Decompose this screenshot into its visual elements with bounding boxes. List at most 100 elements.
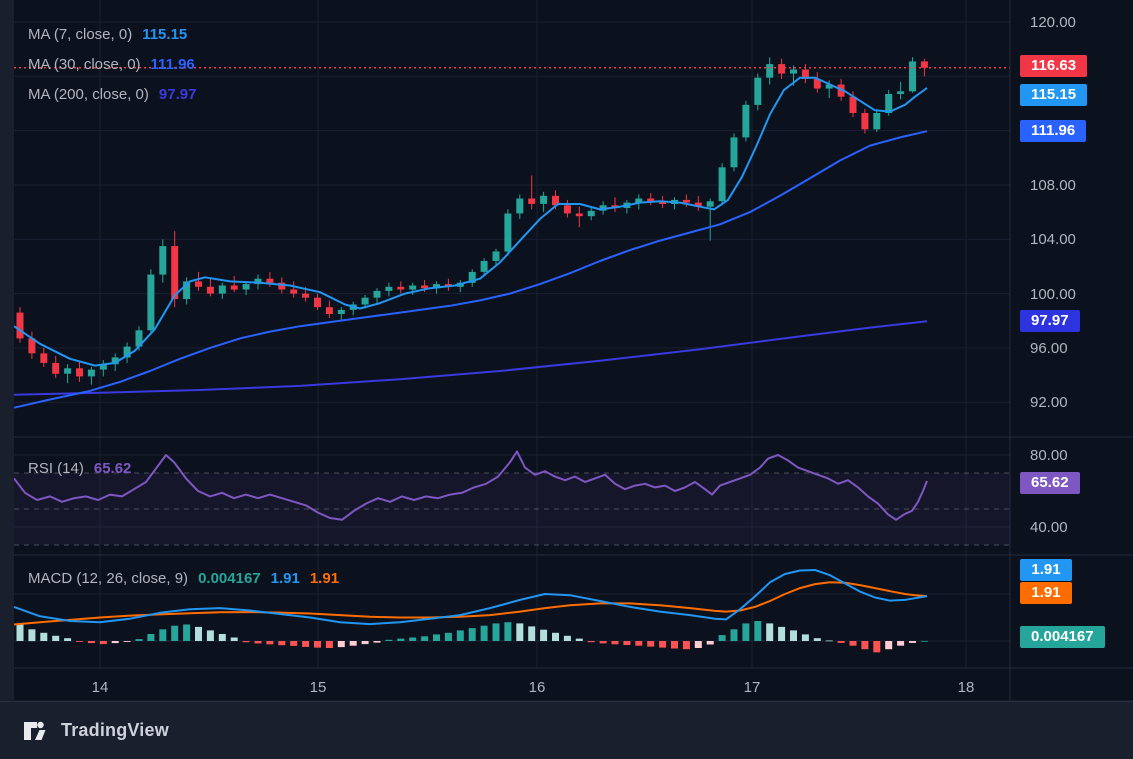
candle-body-up (706, 201, 714, 207)
candle-body-down (76, 368, 83, 377)
time-axis-label[interactable]: 15 (310, 679, 327, 696)
watermark-text[interactable]: TradingView (61, 720, 169, 740)
macd-histogram-bar (837, 641, 845, 643)
macd-histogram-bar (718, 635, 726, 641)
candle-body-up (361, 297, 369, 305)
candle-body-up (147, 274, 155, 331)
ma30-value: 111.96 (150, 56, 195, 73)
candle-body-down (314, 297, 321, 308)
candle-body-down (694, 202, 702, 207)
macd-histogram-bar (337, 641, 345, 648)
candle-body-down (206, 286, 214, 294)
chart-canvas[interactable]: 120.00 108.00 104.00 100.00 96.00 92.00 80.00 4… (0, 0, 1133, 700)
candle-body-down (659, 201, 667, 204)
candle-body-up (123, 346, 131, 358)
macd-histogram-bar (563, 635, 571, 641)
price-axis-tick-label[interactable]: 100.00 (1030, 286, 1076, 303)
time-axis-label[interactable]: 16 (529, 679, 546, 696)
ma200-line (13, 320, 928, 396)
macd-histogram-bar (397, 638, 405, 641)
candle-body-up (754, 77, 762, 105)
macd-histogram-bar (421, 636, 429, 641)
candle-body-up (409, 285, 417, 290)
rsi-line (13, 450, 928, 521)
candle-body-up (766, 64, 774, 78)
candle-body-down (302, 293, 310, 298)
price-axis-tick-label[interactable]: 120.00 (1030, 14, 1076, 31)
time-axis-label[interactable]: 18 (958, 679, 975, 696)
candle-body-up (516, 198, 524, 214)
ma7-legend-row[interactable]: MA (7, close, 0) 115.15 (28, 24, 196, 45)
macd-histogram-bar (385, 639, 393, 641)
logo-dot-glyph (37, 721, 44, 728)
candle-body-up (159, 246, 167, 275)
rsi-legend-row[interactable]: RSI (14) 65.62 (28, 458, 131, 479)
candle-body-up (87, 369, 95, 377)
candle-body-down (801, 69, 809, 79)
candle-body-down (575, 213, 583, 217)
candle-body-up (64, 368, 72, 374)
macd-histogram-bar (242, 641, 250, 643)
ma7-value: 115.15 (142, 26, 188, 43)
candle-body-down (397, 286, 405, 290)
time-axis-label[interactable]: 17 (744, 679, 761, 696)
macd-signal-line (13, 581, 928, 626)
macd-histogram-bar (587, 641, 595, 643)
candle-body-down (813, 79, 821, 89)
macd-histogram-bar (742, 623, 750, 641)
candle-body-up (885, 94, 893, 113)
candle-body-down (421, 285, 429, 289)
ma30-legend-row[interactable]: MA (30, close, 0) 111.96 (28, 54, 196, 75)
price-axis-tick-label[interactable]: 92.00 (1030, 394, 1068, 411)
macd-histogram-bar (302, 641, 310, 647)
candle-body-up (635, 198, 643, 203)
macd-histogram-bar (659, 641, 667, 648)
ma-legend: MA (7, close, 0) 115.15 MA (30, close, 0… (28, 24, 196, 105)
macd-histogram-bar (206, 630, 214, 641)
macd-line (13, 569, 928, 626)
macd-histogram-bar (849, 641, 857, 646)
candle-body-down (40, 353, 48, 363)
rsi-legend: RSI (14) 65.62 (28, 458, 131, 479)
macd-histogram-bar (528, 626, 536, 641)
macd-histogram-bar (873, 641, 881, 653)
tradingview-logo-icon[interactable] (22, 718, 52, 744)
time-axis-label[interactable]: 14 (92, 679, 109, 696)
candle-body-down (16, 312, 24, 339)
candle-body-up (337, 309, 345, 314)
candle-body-up (718, 167, 726, 202)
ma7-label: MA (7, close, 0) (28, 26, 133, 43)
macd-histogram-bar (159, 629, 167, 642)
macd-line-value: 1.91 (270, 570, 300, 587)
price-axis-tick-label[interactable]: 96.00 (1030, 340, 1068, 357)
macd-histogram-bar (314, 641, 321, 648)
rsi-band (14, 473, 1010, 545)
rsi-axis-tick-label[interactable]: 40.00 (1030, 519, 1068, 536)
macd-histogram-bar (266, 641, 274, 645)
macd-histogram-bar (540, 629, 548, 641)
candle-body-up (492, 251, 500, 261)
macd-histogram-bar (575, 638, 583, 641)
rsi-axis-tick-label[interactable]: 80.00 (1030, 447, 1068, 464)
macd-histogram-bar (76, 641, 83, 642)
candle-body-up (873, 113, 881, 130)
macd-histogram-bar (885, 641, 893, 650)
macd-histogram-bar (920, 640, 928, 642)
macd-histogram-bar (16, 624, 24, 641)
macd-histogram-bar (373, 641, 381, 643)
ma30-label: MA (30, close, 0) (28, 56, 141, 73)
macd-legend-row[interactable]: MACD (12, 26, close, 9) 0.004167 1.91 1.… (28, 568, 339, 589)
price-axis-tick-label[interactable]: 104.00 (1030, 231, 1076, 248)
macd-histogram-bar (671, 641, 678, 649)
macd-histogram-bar (468, 628, 476, 641)
ma200-legend-row[interactable]: MA (200, close, 0) 97.97 (28, 84, 196, 105)
macd-histogram-bar (135, 639, 143, 641)
candle-body-down (647, 198, 655, 202)
macd-histogram-bar (361, 641, 369, 645)
logo-seven-glyph (35, 729, 46, 740)
bottom-bar: TradingView (0, 701, 1133, 759)
macd-histogram-bar (599, 641, 607, 644)
price-axis-tick-label[interactable]: 108.00 (1030, 177, 1076, 194)
candle-body-up (254, 278, 262, 285)
rsi-label: RSI (14) (28, 460, 84, 477)
